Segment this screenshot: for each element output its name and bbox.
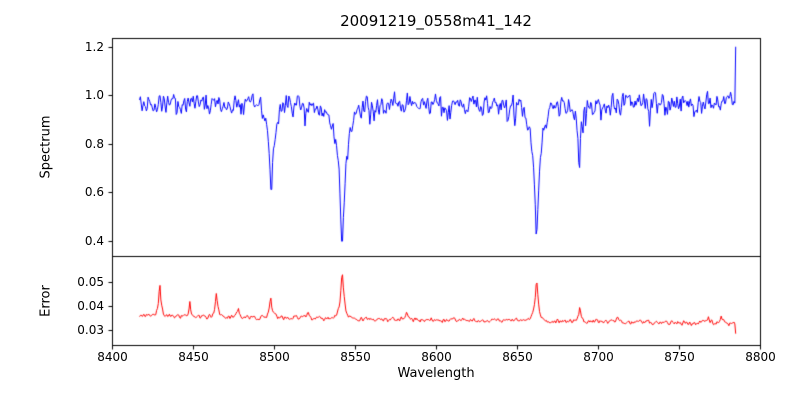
x-tick-label: 8650 (502, 350, 533, 364)
x-tick-label: 8450 (178, 350, 209, 364)
x-tick-label: 8600 (421, 350, 452, 364)
y-tick-label: 0.4 (84, 233, 104, 248)
chart-title: 20091219_0558m41_142 (340, 12, 532, 30)
x-tick-label: 8500 (259, 350, 290, 364)
x-tick-label: 8550 (340, 350, 371, 364)
x-tick-label: 8750 (664, 350, 695, 364)
y-tick-label: 1.2 (84, 39, 104, 54)
y-tick-label: 0.05 (77, 274, 104, 289)
y-tick-label: 0.6 (84, 184, 104, 199)
y-tick-label: 1.0 (84, 87, 104, 102)
y-tick-label: 0.8 (84, 136, 104, 151)
x-tick-label: 8400 (97, 350, 128, 364)
y-tick-label: 0.04 (77, 298, 104, 313)
x-tick-label: 8800 (745, 350, 776, 364)
y-tick-label: 0.03 (77, 322, 104, 337)
x-axis-label: Wavelength (397, 366, 475, 381)
x-tick-label: 8700 (583, 350, 614, 364)
